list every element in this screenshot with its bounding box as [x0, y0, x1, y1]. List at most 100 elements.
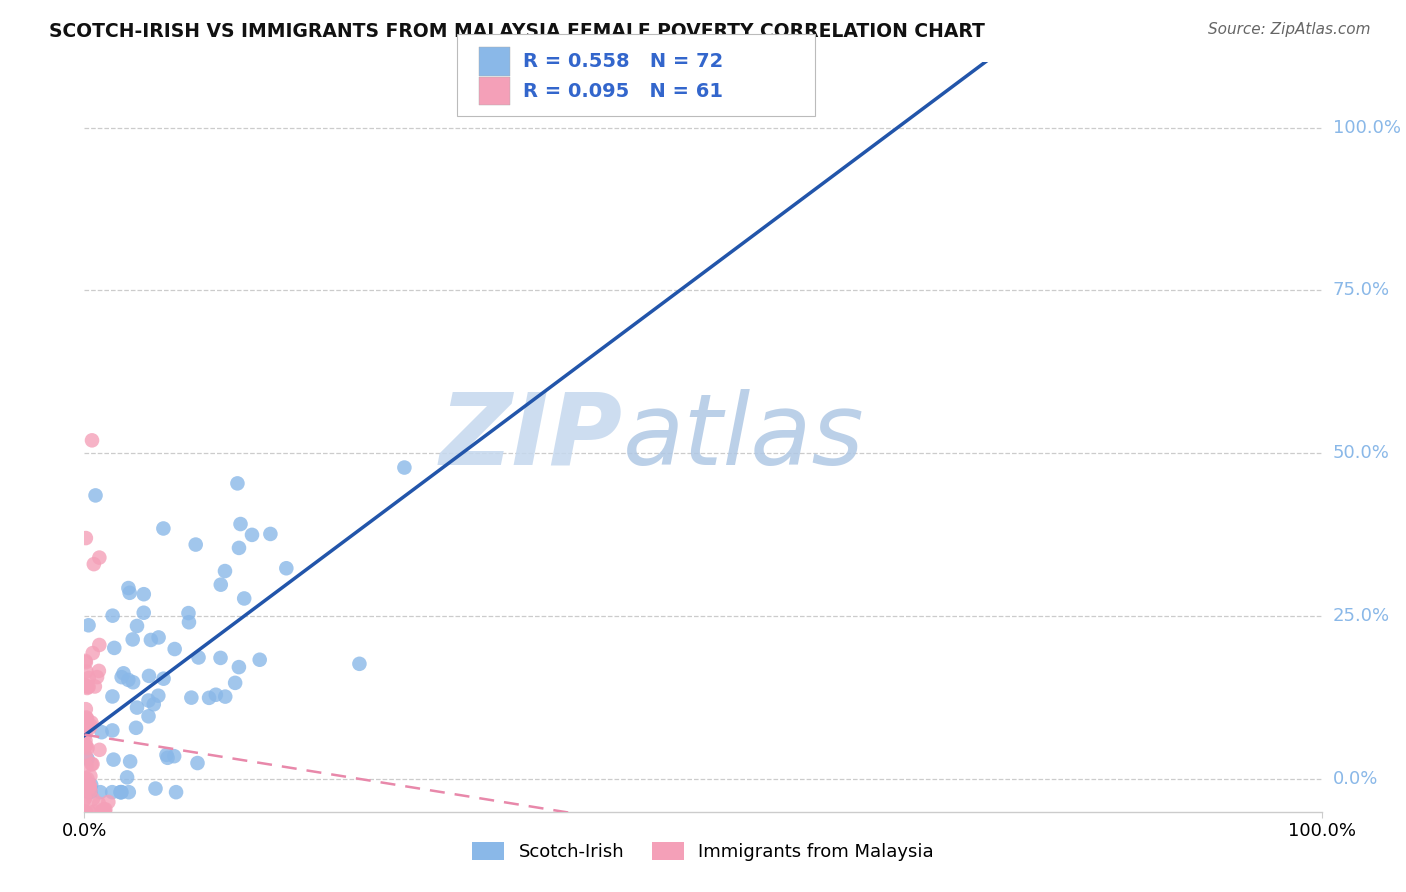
- Point: [76, 681, 98, 695]
- Point: [89, 743, 111, 757]
- Text: Source: ZipAtlas.com: Source: ZipAtlas.com: [1208, 22, 1371, 37]
- Text: atlas: atlas: [623, 389, 865, 485]
- Point: [145, 781, 167, 796]
- Point: [125, 721, 148, 735]
- Point: [89, 638, 111, 652]
- Point: [214, 690, 236, 704]
- Point: [233, 591, 256, 606]
- Point: [82, 757, 104, 772]
- Point: [111, 670, 134, 684]
- Point: [89, 785, 111, 799]
- Point: [259, 527, 281, 541]
- Point: [349, 657, 371, 671]
- Point: [79, 718, 101, 732]
- Point: [139, 632, 162, 647]
- Point: [75, 727, 97, 741]
- Point: [148, 631, 170, 645]
- Point: [205, 688, 228, 702]
- Point: [76, 717, 98, 731]
- Text: 0.0%: 0.0%: [1333, 770, 1378, 789]
- Text: 50.0%: 50.0%: [1333, 444, 1389, 462]
- Point: [101, 723, 124, 738]
- Point: [75, 805, 97, 819]
- Point: [79, 721, 101, 735]
- Point: [75, 748, 97, 763]
- Point: [110, 785, 132, 799]
- Point: [125, 619, 148, 633]
- Point: [75, 710, 97, 724]
- Point: [76, 712, 98, 726]
- Point: [118, 586, 141, 600]
- Point: [73, 791, 96, 805]
- Point: [83, 680, 105, 694]
- Point: [87, 664, 110, 678]
- Point: [79, 779, 101, 793]
- Point: [76, 772, 98, 786]
- Point: [75, 654, 97, 668]
- Point: [226, 476, 249, 491]
- Point: [101, 690, 124, 704]
- Point: [138, 669, 160, 683]
- Point: [73, 678, 96, 692]
- Point: [77, 805, 100, 819]
- Point: [156, 751, 179, 765]
- Point: [165, 785, 187, 799]
- Point: [77, 785, 100, 799]
- Point: [77, 671, 100, 685]
- Point: [94, 805, 117, 819]
- Text: 25.0%: 25.0%: [1333, 607, 1391, 625]
- Point: [112, 666, 135, 681]
- Point: [77, 784, 100, 798]
- Point: [73, 805, 96, 819]
- Point: [79, 784, 101, 798]
- Point: [110, 785, 132, 799]
- Point: [76, 741, 98, 756]
- Point: [138, 693, 160, 707]
- Point: [117, 673, 139, 687]
- Point: [125, 700, 148, 714]
- Point: [138, 709, 160, 723]
- Point: [163, 642, 186, 657]
- Point: [240, 528, 263, 542]
- Point: [117, 581, 139, 595]
- Point: [73, 805, 96, 819]
- Point: [187, 650, 209, 665]
- Point: [79, 785, 101, 799]
- Point: [249, 653, 271, 667]
- Point: [152, 521, 174, 535]
- Point: [76, 680, 98, 694]
- Point: [82, 792, 104, 806]
- Text: 75.0%: 75.0%: [1333, 282, 1391, 300]
- Point: [79, 769, 101, 783]
- Point: [75, 738, 97, 752]
- Point: [214, 564, 236, 578]
- Point: [84, 488, 107, 502]
- Point: [75, 655, 97, 669]
- Point: [177, 615, 200, 630]
- Point: [73, 782, 96, 797]
- Point: [80, 757, 103, 772]
- Point: [90, 725, 112, 739]
- Text: ZIP: ZIP: [440, 389, 623, 485]
- Point: [87, 797, 110, 811]
- Point: [75, 774, 97, 789]
- Point: [228, 660, 250, 674]
- Point: [86, 670, 108, 684]
- Point: [228, 541, 250, 555]
- Point: [73, 792, 96, 806]
- Point: [75, 702, 97, 716]
- Point: [198, 690, 221, 705]
- Point: [163, 749, 186, 764]
- Point: [73, 805, 96, 819]
- Point: [75, 665, 97, 679]
- Point: [121, 632, 143, 647]
- Point: [97, 795, 120, 809]
- Point: [103, 640, 125, 655]
- Point: [184, 538, 207, 552]
- Point: [103, 753, 125, 767]
- Point: [75, 780, 97, 794]
- Point: [89, 550, 111, 565]
- Point: [110, 785, 132, 799]
- Point: [148, 689, 170, 703]
- Point: [132, 587, 155, 601]
